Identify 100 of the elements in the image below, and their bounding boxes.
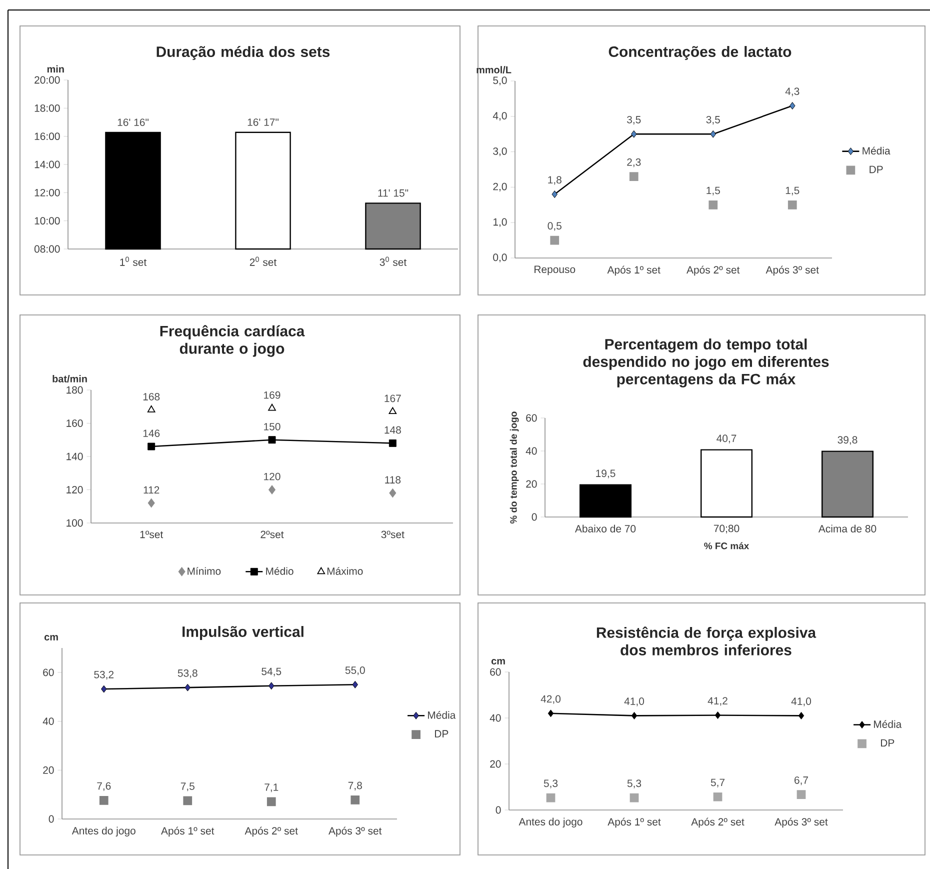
y-tick-label: 12:00: [34, 188, 60, 196]
data-label: 3,5: [706, 116, 720, 125]
point: [147, 406, 156, 412]
data-label: 169: [264, 391, 280, 399]
legend-label: DP: [870, 166, 883, 174]
point: [101, 685, 107, 693]
data-label: 54,5: [262, 668, 282, 676]
point: [546, 793, 556, 802]
point: [350, 795, 360, 804]
legend-label: Máximo: [327, 567, 363, 575]
data-label: 55,0: [345, 666, 365, 676]
y-axis-title: mmol/L: [476, 66, 512, 74]
y-tick-label: 60: [43, 668, 54, 676]
x-tick-label: 2$^{0}$ set: [250, 256, 277, 266]
point: [268, 682, 274, 690]
y-axis-title: min: [47, 65, 64, 72]
point: [708, 200, 718, 210]
point: [714, 711, 721, 719]
point: [790, 102, 796, 110]
y-axis-title: cm: [44, 635, 58, 640]
y-axis-title: bat/min: [52, 375, 87, 382]
data-label: 42,0: [540, 695, 561, 704]
data-label: 41,0: [624, 698, 644, 706]
point: [148, 498, 155, 508]
point: [266, 797, 276, 806]
data-label: 11' 15": [378, 189, 408, 197]
x-tick-label: Após 2º set: [686, 266, 740, 276]
y-tick-label: 120: [66, 486, 83, 494]
data-label: 2,3: [627, 158, 641, 168]
y-tick-label: 08:00: [34, 245, 60, 253]
x-tick-label: Antes do jogo: [72, 826, 136, 837]
data-label: 150: [264, 422, 280, 430]
y-tick-label: 100: [66, 519, 83, 527]
y-tick-label: 0: [532, 513, 537, 521]
x-tick-label: Após 1º set: [607, 266, 660, 276]
legend-label: Média: [428, 711, 456, 719]
x-tick-label: 3$^{0}$ set: [380, 256, 407, 266]
point: [713, 792, 722, 802]
y-tick-label: 3,0: [493, 147, 507, 156]
x-tick-label: Após 3º set: [774, 818, 828, 828]
data-label: 7,1: [264, 784, 278, 792]
chart-title: Resistência de força explosiva dos membros inferiores: [596, 626, 816, 656]
y-tick-label: 180: [66, 386, 83, 394]
x-tick-label: Acima de 80: [818, 524, 876, 532]
y-tick-label: 14:00: [34, 160, 60, 168]
data-label: 1,5: [786, 186, 800, 196]
y-tick-label: 18:00: [34, 104, 60, 112]
legend-label: Mínimo: [188, 567, 221, 575]
data-label: 53,8: [178, 669, 198, 678]
y-tick-label: 20: [526, 480, 537, 488]
data-label: 167: [384, 394, 401, 402]
data-label: 5,3: [627, 780, 642, 788]
point: [798, 712, 804, 720]
y-tick-label: 0: [48, 815, 54, 823]
data-label: 118: [385, 476, 401, 484]
legend-label: DP: [435, 730, 448, 738]
data-label: 7,6: [97, 782, 111, 791]
data-label: 5,7: [710, 778, 724, 788]
data-label: 1,5: [706, 186, 720, 196]
data-label: 39,8: [838, 436, 858, 445]
data-label: 120: [264, 472, 280, 480]
data-label: 5,3: [544, 780, 558, 788]
point: [630, 793, 639, 802]
y-axis-title: cm: [491, 659, 505, 664]
chart-title: Impulsão vertical: [182, 626, 304, 640]
point: [550, 236, 560, 245]
data-label: 40,7: [716, 434, 736, 444]
y-tick-label: 40: [42, 718, 54, 725]
point: [629, 172, 638, 181]
data-label: 7,5: [180, 782, 194, 792]
y-tick-label: 60: [490, 668, 501, 676]
point: [631, 130, 637, 138]
data-label: 41,0: [791, 698, 812, 706]
y-tick-label: 60: [526, 414, 537, 422]
data-label: 53,2: [94, 670, 114, 680]
point: [788, 200, 797, 210]
x-tick-label: Após 1º set: [161, 826, 214, 837]
data-label: 16' 17": [248, 118, 278, 126]
x-tick-label: Após 2º set: [244, 826, 298, 837]
data-label: 1,8: [548, 176, 562, 185]
data-label: 19,5: [596, 470, 616, 478]
y-tick-label: 0,0: [493, 254, 507, 262]
legend-label: Média: [874, 720, 902, 728]
x-tick-label: 1ºset: [140, 530, 164, 538]
point: [631, 712, 638, 720]
point: [388, 439, 396, 447]
x-tick-label: Após 2º set: [691, 818, 744, 828]
point: [183, 796, 192, 806]
data-label: 4,3: [785, 88, 800, 96]
data-label: 41,2: [708, 697, 728, 706]
point: [548, 710, 554, 718]
point: [268, 404, 276, 411]
x-tick-label: Abaixo de 70: [574, 524, 636, 532]
chart-title: Frequência cardíaca durante o jogo: [160, 325, 305, 357]
point: [388, 407, 397, 414]
data-label: 112: [144, 486, 160, 494]
chart-title: Duração média dos sets: [156, 46, 330, 60]
x-tick-label: Após 1º set: [608, 818, 661, 828]
y-tick-label: 16:00: [34, 132, 60, 140]
data-label: 3,5: [627, 116, 641, 125]
